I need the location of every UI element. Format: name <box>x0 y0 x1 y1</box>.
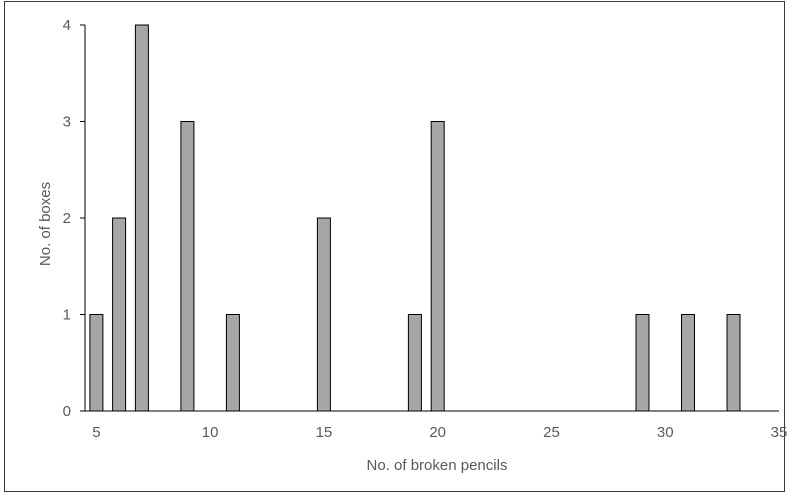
x-tick-label-10: 10 <box>202 424 219 441</box>
bar-x-33 <box>726 314 741 412</box>
bar-x-11 <box>225 314 240 412</box>
y-axis-title: No. of boxes <box>37 182 54 266</box>
y-tick-label-0: 0 <box>63 403 71 420</box>
x-axis-title: No. of broken pencils <box>367 457 508 474</box>
bars-layer <box>89 24 741 412</box>
bar-x-19 <box>407 314 422 412</box>
x-tick-label-15: 15 <box>316 424 333 441</box>
ticks-layer: 0 1 2 3 4 5 10 15 20 25 30 35 <box>63 17 788 441</box>
bar-x-7 <box>134 24 149 412</box>
y-tick-label-3: 3 <box>63 114 71 131</box>
bar-x-29 <box>635 314 650 412</box>
bar-x-6 <box>112 217 127 412</box>
y-tick-label-1: 1 <box>63 307 71 324</box>
bar-x-31 <box>681 314 695 412</box>
bar-x-15 <box>316 217 331 412</box>
x-tick-label-30: 30 <box>657 424 674 441</box>
chart-frame <box>4 1 785 492</box>
bar-x-5 <box>89 314 104 412</box>
y-tick-label-4: 4 <box>63 17 71 34</box>
x-tick-label-5: 5 <box>92 424 100 441</box>
x-tick-label-25: 25 <box>543 424 560 441</box>
x-tick-label-35: 35 <box>771 424 788 441</box>
x-tick-label-20: 20 <box>429 424 446 441</box>
bar-x-9 <box>180 121 195 412</box>
bar-x-20 <box>430 121 445 412</box>
y-tick-label-2: 2 <box>63 210 71 227</box>
